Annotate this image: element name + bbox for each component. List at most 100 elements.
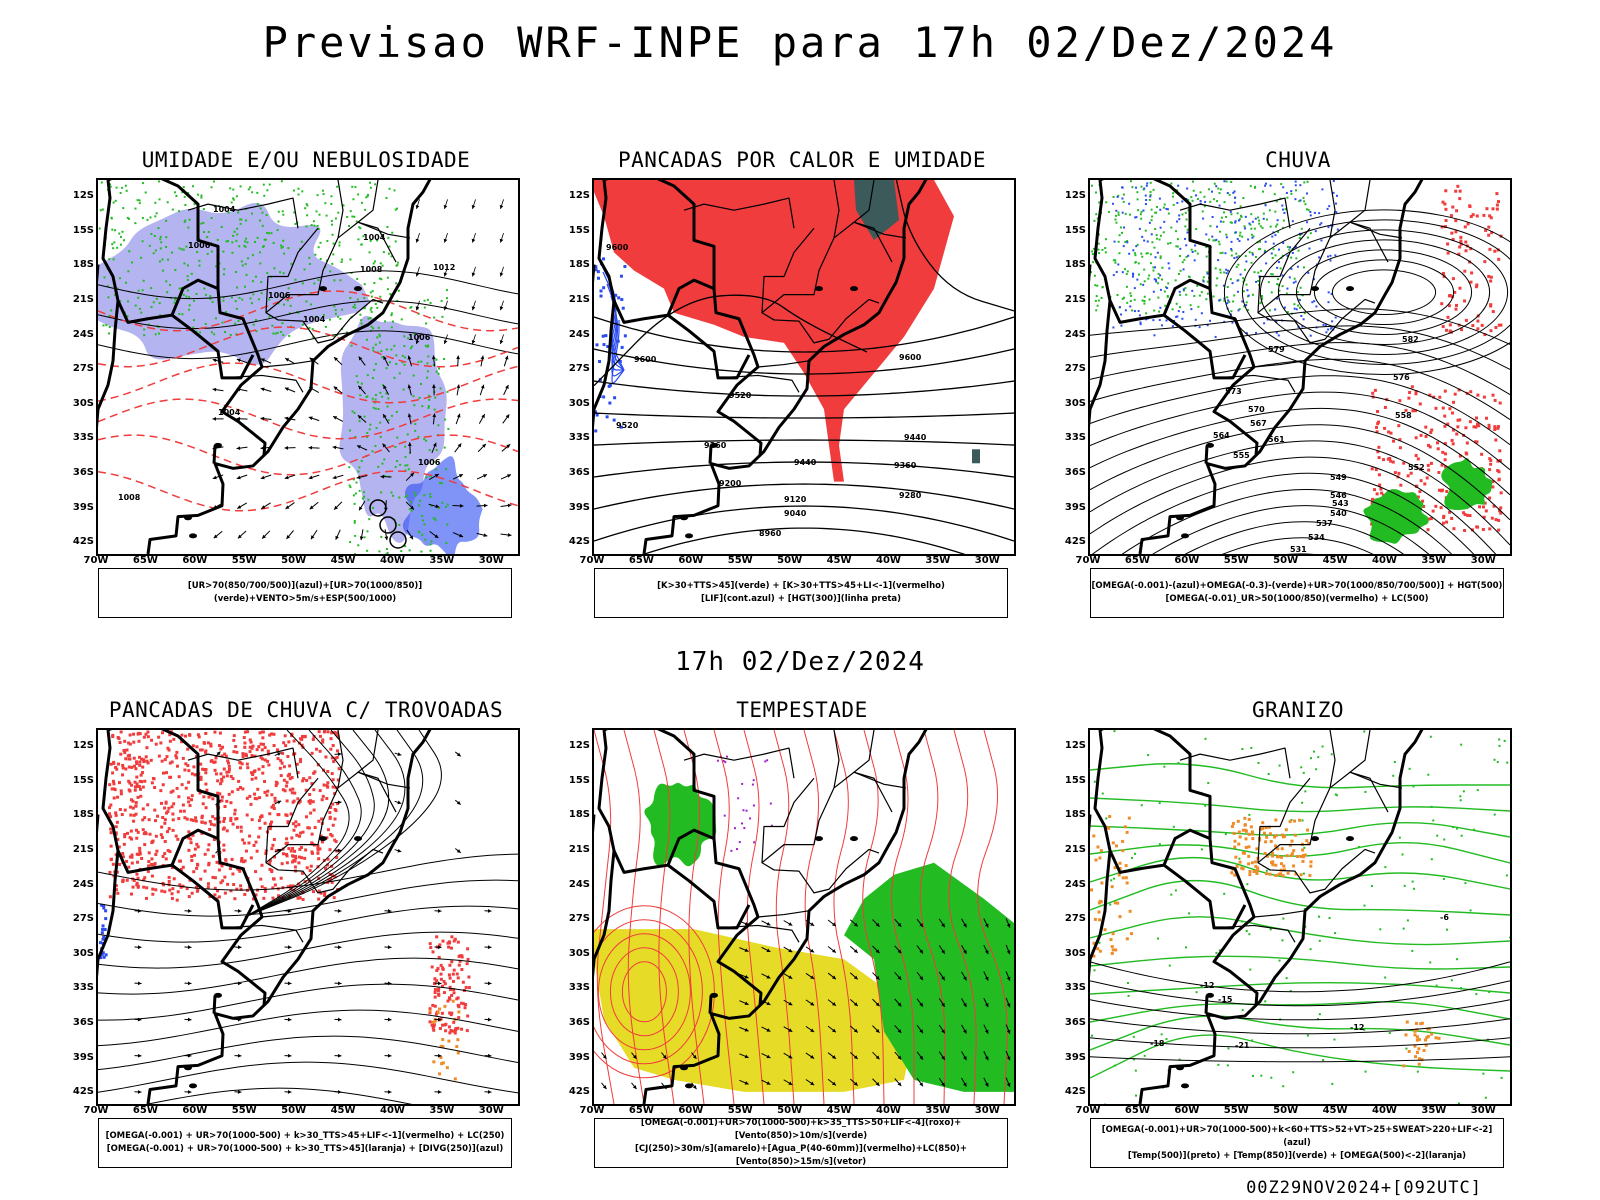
longitude-tick-label: 50W [777,1105,803,1116]
latitude-tick-label: 15S [72,224,94,236]
longitude-tick-label: 55W [231,1105,257,1116]
height-label: 540 [1330,509,1347,518]
isobar-label: 1004 [218,408,241,417]
longitude-tick-label: 60W [182,1105,208,1116]
longitude-tick-label: 50W [281,555,307,566]
isobar-label: 1008 [360,265,383,274]
height-label: 549 [1330,473,1347,482]
height-label: 576 [1393,373,1410,382]
weather-map: 1004 1006 1006 1004 1004 1008 1012 1006 1004 1006… [98,180,518,554]
map-legend: [OMEGA(-0.001)+UR>70(1000-500)+k>35_TTS>… [594,1118,1008,1168]
latitude-tick-label: 21S [72,293,94,305]
longitude-tick-label: 30W [974,1105,1000,1116]
latitude-tick-label: 18S [568,259,590,271]
height-label: 552 [1408,463,1425,472]
longitude-tick-label: 65W [1124,555,1150,566]
latitude-tick-label: 24S [1064,878,1086,890]
legend-line: [UR>70(850/700/500)](azul)+[UR>70(1000/8… [187,581,423,604]
latitude-tick-label: 12S [1064,190,1086,201]
panel-title: GRANIZO [1251,698,1344,722]
latitude-tick-label: 42S [1064,1086,1086,1098]
longitude-tick-label: 45W [826,1105,852,1116]
latitude-tick-label: 15S [568,224,590,236]
longitude-tick-label: 40W [1371,555,1397,566]
legend-line: [OMEGA(-0.001)-(azul)+OMEGA(-0.3)-(verde… [1091,581,1503,591]
latitude-tick-label: 24S [72,878,94,890]
longitude-tick-label: 70W [83,555,109,566]
longitude-tick-label: 50W [1273,555,1299,566]
map-legend: [UR>70(850/700/500)](azul)+[UR>70(1000/8… [98,568,512,618]
latitude-tick-label: 42S [568,1086,590,1098]
latitude-tick-label: 30S [1064,397,1086,409]
longitude-tick-label: 35W [925,555,951,566]
latitude-tick-label: 12S [568,740,590,751]
height-label: 9600 [899,353,922,362]
longitude-tick-label: 40W [379,1105,405,1116]
longitude-tick-label: 55W [231,555,257,566]
height-label: 9600 [606,243,629,252]
height-label: 9440 [794,458,817,467]
longitude-tick-label: 70W [83,1105,109,1116]
latitude-tick-label: 27S [568,913,590,925]
height-label: 9120 [784,495,807,504]
longitude-tick-label: 40W [379,555,405,566]
longitude-tick-label: 50W [1273,1105,1299,1116]
longitude-tick-label: 65W [628,555,654,566]
latitude-tick-label: 27S [1064,913,1086,925]
longitude-tick-label: 60W [182,555,208,566]
latitude-tick-label: 15S [1064,774,1086,786]
latitude-tick-label: 30S [568,947,590,959]
legend-line: [CJ(250)>30m/s](amarelo)+[Agua_P(40-60mm… [634,1144,968,1167]
legend-line: [LIF](cont.azul) + [HGT(300)](linha pret… [700,594,902,604]
height-label: 558 [1395,411,1412,420]
height-label: 9280 [899,491,922,500]
latitude-tick-label: 18S [72,809,94,821]
height-label: 531 [1290,545,1307,554]
height-label: 9200 [719,479,742,488]
latitude-tick-label: 39S [1064,1051,1086,1063]
longitude-tick-label: 35W [1421,1105,1447,1116]
latitude-tick-label: 21S [1064,843,1086,855]
longitude-tick-label: 55W [1223,1105,1249,1116]
map-frame: 582 579 576 573 570 567 564 561 558 555 552 549 546 5… [1088,178,1512,556]
latitude-tick-label: 42S [72,536,94,548]
latitude-tick-label: 39S [72,1051,94,1063]
latitude-tick-label: 24S [1064,328,1086,340]
longitude-tick-label: 45W [1322,555,1348,566]
model-run-label: 00Z29NOV2024+[092UTC] [1246,1178,1482,1198]
longitude-tick-label: 40W [875,1105,901,1116]
legend-line: [OMEGA(-0.001)+UR>70(1000-500)+k<60+TTS>… [1101,1124,1493,1148]
latitude-tick-label: 42S [1064,536,1086,548]
map-frame [592,728,1016,1106]
height-label: 9520 [729,391,752,400]
legend-line: [OMEGA(-0.001) + UR>70(1000-500) + k>30_… [105,1131,505,1141]
main-title: Previsao WRF-INPE para 17h 02/Dez/2024 [262,18,1338,67]
map-legend: [OMEGA(-0.001) + UR>70(1000-500) + k>30_… [98,1118,512,1168]
height-label: 537 [1316,519,1333,528]
latitude-tick-label: 42S [72,1086,94,1098]
latitude-tick-label: 27S [1064,363,1086,375]
longitude-tick-label: 65W [1124,1105,1150,1116]
map-legend: [OMEGA(-0.001)-(azul)+OMEGA(-0.3)-(verde… [1090,568,1504,618]
panel-title: PANCADAS POR CALOR E UMIDADE [617,148,986,172]
height-label: 582 [1402,335,1419,344]
longitude-tick-label: 30W [478,555,504,566]
height-label: 567 [1250,419,1267,428]
latitude-tick-label: 15S [72,774,94,786]
height-label: 534 [1308,533,1325,542]
map-frame: 9600960096009520952094409440936093609280… [592,178,1016,556]
longitude-tick-label: 65W [132,555,158,566]
height-label: 564 [1213,431,1230,440]
height-label: 546 [1330,491,1347,500]
weather-map: -12 -15 -18 -21 -12 -6 [1090,730,1510,1104]
longitude-tick-label: 35W [1421,555,1447,566]
latitude-tick-label: 39S [72,501,94,513]
latitude-tick-label: 18S [1064,809,1086,821]
longitude-tick-label: 55W [727,555,753,566]
height-label: 9440 [904,433,927,442]
legend-line: [OMEGA(-0.001)+UR>70(1000-500)+k>35_TTS>… [640,1118,962,1141]
longitude-tick-label: 50W [281,1105,307,1116]
latitude-tick-label: 21S [1064,293,1086,305]
latitude-tick-label: 27S [568,363,590,375]
